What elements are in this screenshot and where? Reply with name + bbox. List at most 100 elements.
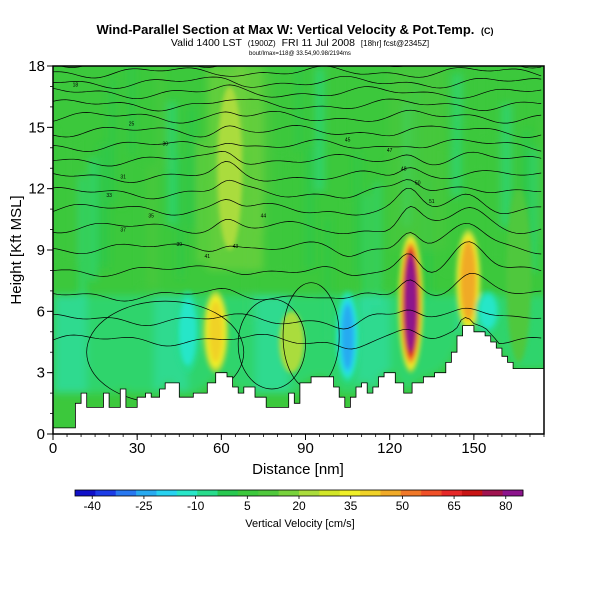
low-level-band (361, 294, 369, 383)
downdraft-core (179, 298, 197, 366)
field-streak (452, 73, 462, 197)
colorbar-swatch (115, 490, 137, 496)
updraft-core (406, 258, 416, 348)
field-streak (511, 84, 521, 208)
low-level-band (249, 294, 257, 393)
colorbar-tick-label: 50 (396, 499, 410, 513)
field-streak (334, 66, 341, 148)
x-tick-label: 0 (49, 440, 57, 457)
y-axis-label: Height [Kft MSL] (8, 195, 25, 304)
field-streak (79, 176, 86, 299)
low-level-band (238, 294, 245, 394)
field-streak (305, 146, 314, 270)
colorbar-tick-label: 65 (447, 499, 461, 513)
field-streak (374, 182, 380, 306)
terrain (53, 325, 544, 434)
low-level-band (255, 294, 262, 394)
low-level-band (529, 294, 537, 369)
low-level-band (226, 294, 234, 377)
colorbar-tick-label: -25 (135, 499, 153, 513)
updraft-core (208, 301, 223, 363)
low-level-band (125, 294, 133, 394)
x-tick-label: 90 (297, 440, 314, 457)
contour-label: 30 (162, 142, 168, 148)
y-tick-label: 0 (37, 426, 45, 443)
colorbar-tick-label: -40 (84, 499, 102, 513)
colorbar-swatch (176, 490, 198, 496)
plot-area: 18 25 30 31 33 35 37 39 41 43 44 45 47 48 50 51 (53, 66, 544, 434)
low-level-band (232, 294, 240, 387)
field-streak (364, 193, 370, 317)
x-tick-label: 60 (213, 440, 230, 457)
field-streak (59, 140, 70, 263)
low-level-band (103, 294, 111, 394)
y-tick-label: 3 (37, 365, 45, 382)
low-level-band (496, 294, 503, 349)
low-level-band (322, 294, 329, 377)
field-streak (541, 117, 544, 241)
colorbar-swatch (299, 490, 320, 496)
low-level-band (131, 294, 139, 394)
colorbar-tick-label: 35 (344, 499, 358, 513)
updraft-core (506, 188, 532, 363)
field-streak (197, 140, 205, 264)
low-level-band (53, 294, 60, 394)
field-streak (344, 198, 353, 321)
colorbar: -40 -25 -10 5 20 35 50 65 80 (74, 489, 524, 513)
field-streak (187, 106, 196, 230)
theta-contour (53, 161, 542, 183)
colorbar-swatch (136, 490, 157, 496)
colorbar-swatch (197, 490, 219, 496)
field-streak (118, 84, 126, 208)
colorbar-swatch (258, 490, 280, 496)
downdraft-core (341, 304, 354, 370)
field-streak (266, 72, 273, 196)
low-level-band (378, 294, 386, 377)
y-tick-label: 18 (28, 58, 45, 75)
field-streak (462, 66, 470, 122)
contour-label: 25 (129, 121, 135, 127)
x-axis-label: Distance [nm] (252, 461, 344, 478)
low-level-band (372, 294, 380, 387)
x-tick-label: 30 (129, 440, 146, 457)
low-level-band (260, 294, 268, 394)
contour-label: 33 (106, 193, 112, 199)
low-level-band (389, 294, 397, 373)
theta-contour (53, 179, 542, 200)
theta-contour (53, 66, 542, 79)
low-level-band (434, 294, 442, 373)
field-streak (501, 104, 511, 227)
field-streak (69, 139, 79, 262)
field-streak (89, 157, 97, 281)
contour-label: 44 (261, 213, 267, 219)
field-streak (324, 216, 331, 340)
field-streak (521, 131, 532, 254)
y-tick-label: 9 (37, 242, 45, 259)
colorbar-tick-label: 20 (292, 499, 306, 513)
contour-label: 45 (345, 138, 351, 144)
colorbar-swatch (319, 490, 341, 496)
theta-contour (53, 222, 542, 257)
low-level-band (114, 294, 122, 394)
downdraft-core (479, 294, 497, 329)
low-level-band (501, 294, 509, 357)
theta-contour (53, 75, 542, 89)
colorbar-swatch (339, 490, 361, 496)
low-level-band (327, 294, 335, 382)
field-streak (53, 128, 57, 252)
updraft-core (462, 244, 475, 317)
chart-subtitle-2: bout/Imax=118@ 33.54,90.98/2194ms (249, 51, 351, 57)
y-tick-label: 15 (28, 119, 45, 136)
colorbar-swatch (421, 490, 443, 496)
field-streak (148, 165, 158, 289)
field-streak (138, 162, 148, 286)
colorbar-swatch (75, 490, 96, 496)
colorbar-swatch (237, 490, 259, 496)
low-level-band (170, 294, 178, 389)
low-level-band (367, 294, 374, 394)
contour-label: 43 (233, 244, 239, 250)
colorbar-swatch (278, 490, 300, 496)
theta-contour (53, 125, 542, 138)
low-level-band (266, 294, 273, 394)
low-level-band (137, 294, 144, 394)
